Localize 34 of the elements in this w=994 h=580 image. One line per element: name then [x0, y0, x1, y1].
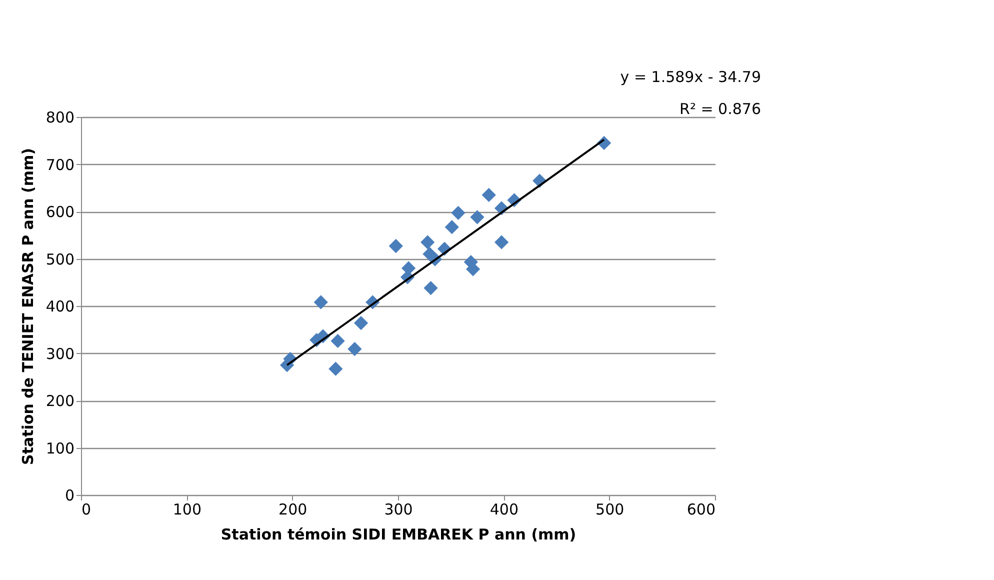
point	[420, 235, 435, 250]
point	[444, 220, 459, 234]
y-tick-label: 700	[46, 156, 74, 174]
point	[482, 188, 496, 202]
point	[424, 280, 438, 296]
point	[354, 316, 368, 330]
x-tick-label: 100	[172, 500, 202, 518]
y-tick-label: 0	[64, 486, 74, 504]
x-tick-label: 0	[82, 500, 92, 518]
x-tick-label: 600	[686, 500, 716, 518]
annotation: R² = 0.876	[680, 100, 761, 118]
point	[348, 342, 362, 356]
point	[328, 362, 343, 376]
point	[330, 334, 345, 348]
y-tick-label: 100	[46, 439, 74, 458]
y-tick-label: 200	[46, 392, 74, 410]
point	[494, 235, 509, 250]
y-tick-label: 500	[46, 250, 74, 268]
point	[451, 206, 466, 220]
y-tick-label: 600	[46, 203, 74, 221]
x-axis-title: Station témoin SIDI EMBAREK P ann (mm)	[220, 526, 576, 544]
point	[401, 261, 416, 276]
y-tick-label: 800	[46, 108, 74, 126]
point	[388, 238, 403, 254]
y-axis-title: Station de TENIET ENASR P ann (mm)	[18, 148, 37, 465]
x-tick-label: 400	[490, 500, 518, 518]
y-tick-label: 300	[46, 344, 74, 363]
point	[314, 295, 328, 310]
text: y = 1.589x - 34.79	[620, 68, 761, 86]
point	[470, 210, 484, 224]
x-tick-label: 200	[278, 500, 308, 518]
x-tick-label: 500	[596, 500, 624, 518]
y-tick-label: 400	[46, 298, 74, 316]
x-tick-label: 300	[384, 500, 413, 518]
